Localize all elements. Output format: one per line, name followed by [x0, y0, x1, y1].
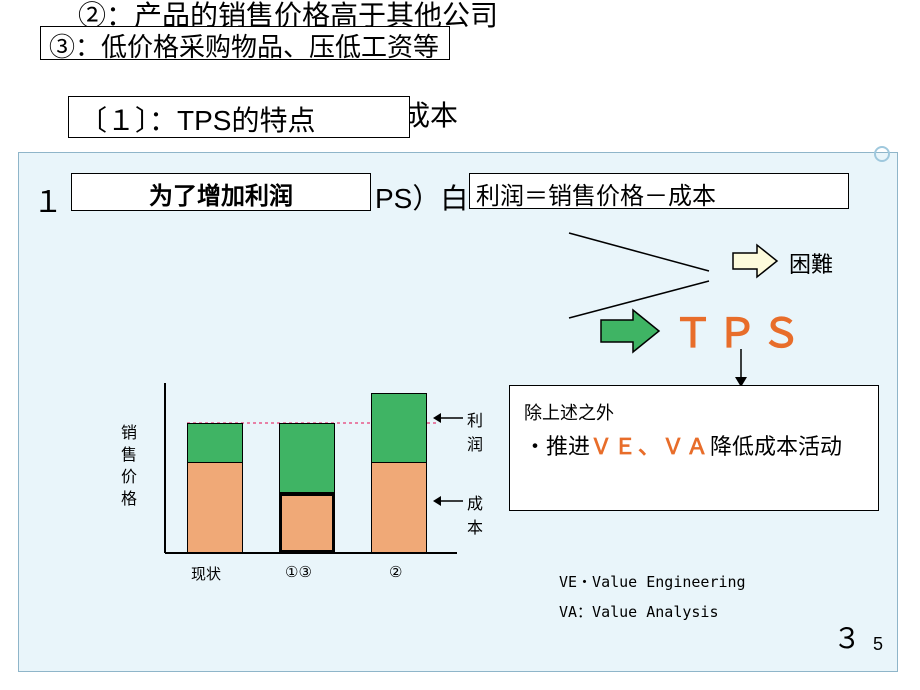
formula-box: 利润＝销售价格－成本: [469, 173, 849, 209]
formula-text: 利润＝销售价格－成本: [476, 183, 716, 210]
section-box-text: 为了增加利润: [149, 183, 293, 210]
chart-bar-3: [371, 393, 427, 553]
chart-area: 销售价格 利润: [109, 363, 479, 593]
chart-cost-arrow: [431, 491, 465, 511]
chart-x-label-3: ②: [389, 563, 402, 581]
panel-circle: [873, 145, 891, 163]
page-num-big: ３: [833, 617, 861, 657]
main-panel: １ 为了增加利润 PS）白 利润＝销售价格－成本 困難 ＴＰＳ 销售价格: [18, 152, 898, 672]
footnote-ve: VE・Value Engineering: [559, 571, 746, 592]
chart-bar-2-profit: [279, 423, 335, 493]
chart-profit-label: 利润: [467, 407, 483, 455]
chart-bar-1-cost: [187, 463, 243, 553]
textbox-line2: ・推进ＶＥ、ＶＡ降低成本活动: [524, 430, 864, 464]
ve-va-textbox: 除上述之外 ・推进ＶＥ、ＶＡ降低成本活动: [509, 385, 879, 511]
top-line-3-box: ③：低价格采购物品、压低工资等: [40, 26, 450, 60]
chart-bar-1-profit: [187, 423, 243, 463]
chart-x-label-2: ①③: [285, 563, 312, 581]
chart-profit-arrow: [431, 408, 465, 428]
chart-bar-2-cost: [279, 493, 335, 553]
chart-bar-3-profit: [371, 393, 427, 463]
chart-cost-label: 成本: [467, 490, 483, 538]
chart-bar-2: [279, 423, 335, 553]
section-box: 为了增加利润: [71, 173, 371, 211]
title-box: 〔１〕：TPS的特点: [68, 96, 410, 138]
textbox-line1: 除上述之外: [524, 396, 864, 430]
chart-y-label: 销售价格: [121, 423, 139, 511]
top-line-3-text: ③：低价格采购物品、压低工资等: [49, 32, 439, 62]
textbox-veva: ＶＥ、ＶＡ: [590, 434, 710, 459]
chart-x-label-1: 现状: [191, 563, 221, 584]
chart-bar-3-cost: [371, 463, 427, 553]
footnote-va: VA：Value Analysis: [559, 601, 719, 622]
section-tail: PS）白: [375, 177, 468, 217]
title-text: 〔１〕：TPS的特点: [79, 105, 315, 136]
page-num-small: 5: [873, 634, 883, 655]
arrow-to-tps: [599, 308, 663, 354]
arrow-to-difficult: [731, 243, 781, 279]
textbox-line2-pre: ・推进: [524, 434, 590, 459]
textbox-line2-post: 降低成本活动: [710, 434, 842, 459]
section-num: １: [33, 177, 63, 221]
chart-bar-1: [187, 423, 243, 553]
arrow-down-tps: [729, 349, 753, 389]
difficult-label: 困難: [789, 247, 833, 279]
